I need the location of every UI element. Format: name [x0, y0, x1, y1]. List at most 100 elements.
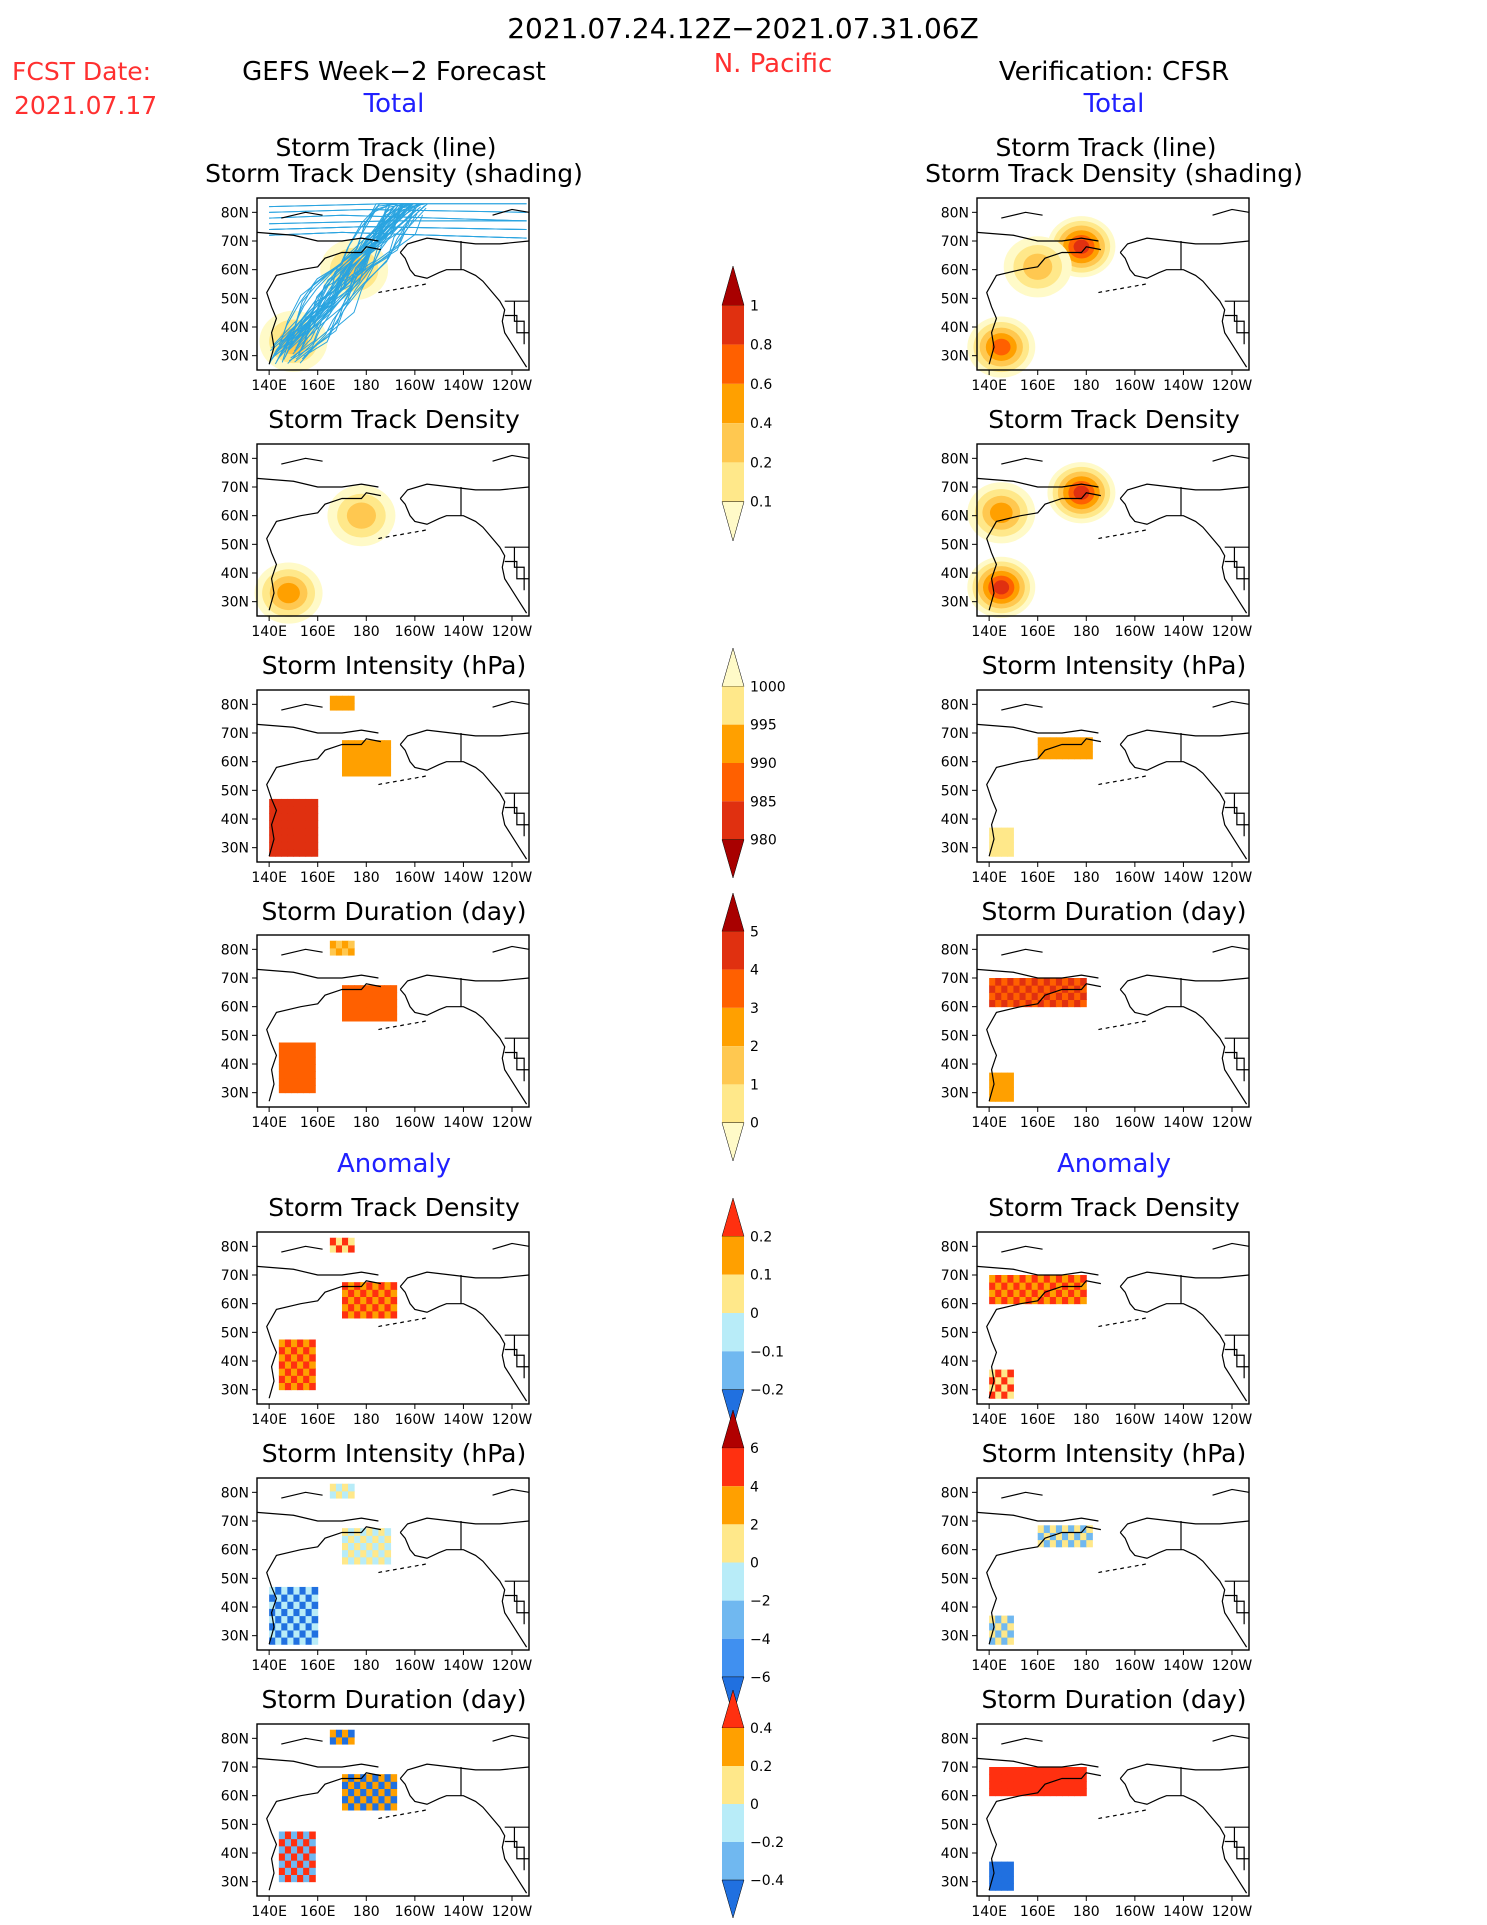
gefs-map-7-cell [342, 1802, 349, 1811]
cfsr-map-6-cell [1086, 1525, 1093, 1533]
gefs-map-3-cell [287, 806, 294, 814]
cfsr-map-6-frame [976, 1477, 1250, 1651]
gefs-map-4-cell [284, 1085, 292, 1094]
cfsr-map-7-cell [1043, 1767, 1051, 1775]
cfsr-map-5-cell [1019, 1275, 1027, 1283]
colorbar-segment [722, 1728, 744, 1766]
cfsr-map-3-cell [1007, 827, 1014, 836]
cfsr-map-2-density-blob [989, 502, 1013, 523]
gefs-map-6-cell [354, 1542, 361, 1551]
gefs-map-7-cell [378, 1795, 385, 1804]
gefs-map-4-lat-tick: 50N [221, 1028, 249, 1044]
gefs-map-5-cell [360, 1296, 367, 1305]
gefs-map-4-cell [354, 999, 361, 1008]
colorbar-segment [722, 423, 744, 463]
gefs-map-7-cell [348, 1729, 355, 1738]
cfsr-map-6-cell [1043, 1539, 1051, 1548]
cfsr-map-5-cell [1037, 1282, 1045, 1290]
gefs-map-3-cell [299, 806, 307, 814]
gefs-map-5-cell [372, 1296, 379, 1305]
gefs-map-4-cell [366, 1013, 373, 1022]
gefs-map-3-cell [329, 695, 337, 704]
cfsr-map-2-lat-tick: 70N [941, 480, 969, 496]
gefs-map-6-cell [281, 1622, 288, 1631]
cfsr-map-7-cell [1007, 1774, 1014, 1782]
cfsr-map-5-lon-tick: 140W [1163, 1412, 1204, 1428]
cfsr-map-6-cell [1001, 1629, 1008, 1638]
cfsr-map-4-cell [1001, 999, 1008, 1008]
gefs-map-3-cell [299, 798, 307, 807]
cfsr-map-4-lon-tick: 160E [1020, 1115, 1056, 1131]
cfsr-map-4-cell [1080, 985, 1087, 993]
cfsr-map-1-lat-tick: 80N [941, 205, 969, 221]
gefs-map-4-cell [335, 947, 343, 956]
cfsr-map-3-lat-tick: 50N [941, 783, 969, 799]
gefs-map-4-cell [278, 1042, 286, 1051]
gefs-map-3-cell [269, 813, 276, 821]
gefs-map-7-cell [342, 1795, 349, 1804]
gefs-map-6-cell [275, 1637, 282, 1645]
cfsr-map-4-cell [1007, 985, 1014, 993]
gefs-map-7-cell [390, 1774, 398, 1782]
gefs-map-3-cell [366, 754, 373, 763]
right-title: Verification: CFSR [999, 57, 1229, 87]
cfsr-map-5-cell [989, 1282, 996, 1290]
gefs-map-7-cell [303, 1845, 310, 1854]
gefs-map-5-cell [291, 1368, 298, 1376]
gefs-map-3-cell [299, 820, 307, 829]
cfsr-map-4-cell [1007, 1079, 1014, 1088]
gefs-map-7-cell [335, 1729, 343, 1738]
cfsr-map-5-cell [1007, 1275, 1014, 1283]
cfsr-map-4-cell [1007, 1094, 1014, 1102]
gefs-map-3-cell [360, 754, 367, 763]
gefs-map-6-lon-tick: 140E [251, 1658, 287, 1674]
cfsr-map-5-cell [989, 1376, 996, 1385]
gefs-map-5-cell [278, 1375, 286, 1383]
right-anomaly-label: Anomaly [1057, 1149, 1171, 1179]
gefs-map-7-cell [284, 1853, 292, 1861]
gefs-map-4-cell [348, 992, 355, 1000]
gefs-map-7-cell [291, 1845, 298, 1854]
gefs-map-6-cell [360, 1542, 367, 1551]
gefs-map-5-cell [297, 1375, 304, 1383]
gefs-map-4-cell [372, 999, 379, 1008]
gefs-map-2-lon-tick: 180 [353, 624, 380, 640]
gefs-map-3-cell [342, 747, 349, 755]
cfsr-map-2-frame [976, 443, 1250, 617]
cfsr-map-7-lon-tick: 140W [1163, 1904, 1204, 1920]
cfsr-map-6-cell [1055, 1525, 1063, 1533]
cfsr-map-4-cell [1013, 999, 1020, 1008]
colorbar-label: −0.1 [750, 1344, 784, 1360]
colorbar-segment [721, 1409, 745, 1449]
cfsr-map-7-cell [1055, 1774, 1063, 1782]
gefs-map-2-lat-tick: 30N [221, 595, 249, 611]
gefs-map-3-cell [293, 806, 300, 814]
gefs-track-line-title: Storm Track (line) [275, 133, 496, 162]
gefs-density-title: Storm Track Density [268, 405, 520, 434]
gefs-storm-track-line [289, 203, 413, 348]
gefs-map-6-lon-tick: 160W [395, 1658, 436, 1674]
cfsr-map-1-lon-tick: 140E [971, 378, 1007, 394]
cfsr-map-5-cell [1025, 1275, 1033, 1283]
gefs-map-6-cell [366, 1542, 373, 1551]
cfsr-map-2-lon-tick: 120W [1212, 624, 1253, 640]
colorbar-segment [721, 647, 745, 687]
gefs-map-4-cell [278, 1078, 286, 1086]
gefs-storm-track-line [290, 203, 414, 359]
gefs-map-6-cell [275, 1615, 282, 1624]
gefs-map-4-cell [360, 985, 367, 993]
colorbar-segment [721, 839, 745, 879]
cfsr-map-4-cell [1049, 978, 1057, 986]
cfsr-map-4-cell [1055, 978, 1063, 986]
colorbar-label: 980 [750, 833, 777, 849]
gefs-map-4-cell [303, 1078, 310, 1086]
colorbar-segment [722, 462, 744, 502]
gefs-map-7-cell [335, 1736, 343, 1745]
gefs-map-3-cell [372, 754, 379, 763]
gefs-map-6-cell [281, 1637, 288, 1645]
cfsr-map-5-cell [1055, 1282, 1063, 1290]
gefs-map-5-cell [354, 1310, 361, 1319]
cfsr-map-6-cell [1068, 1532, 1075, 1541]
